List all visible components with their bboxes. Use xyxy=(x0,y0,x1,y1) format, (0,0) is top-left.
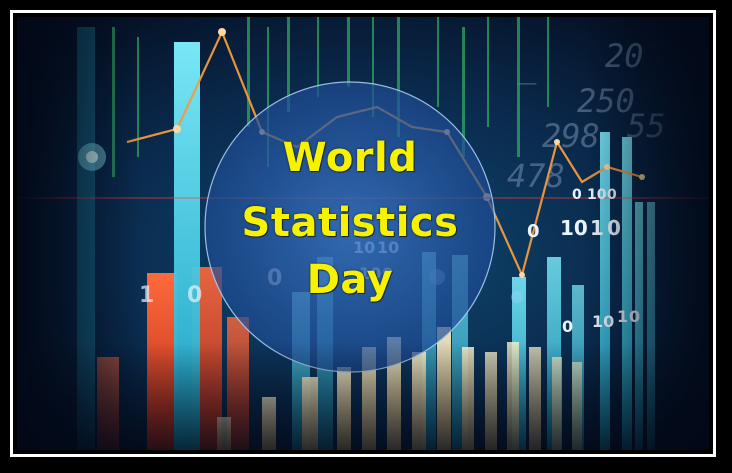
background-graphics: _ 20 250 298 478 55 xyxy=(17,17,709,450)
vignette-bottom xyxy=(17,17,709,450)
white-border xyxy=(10,10,716,457)
statistics-artwork: _ 20 250 298 478 55 xyxy=(17,17,709,450)
